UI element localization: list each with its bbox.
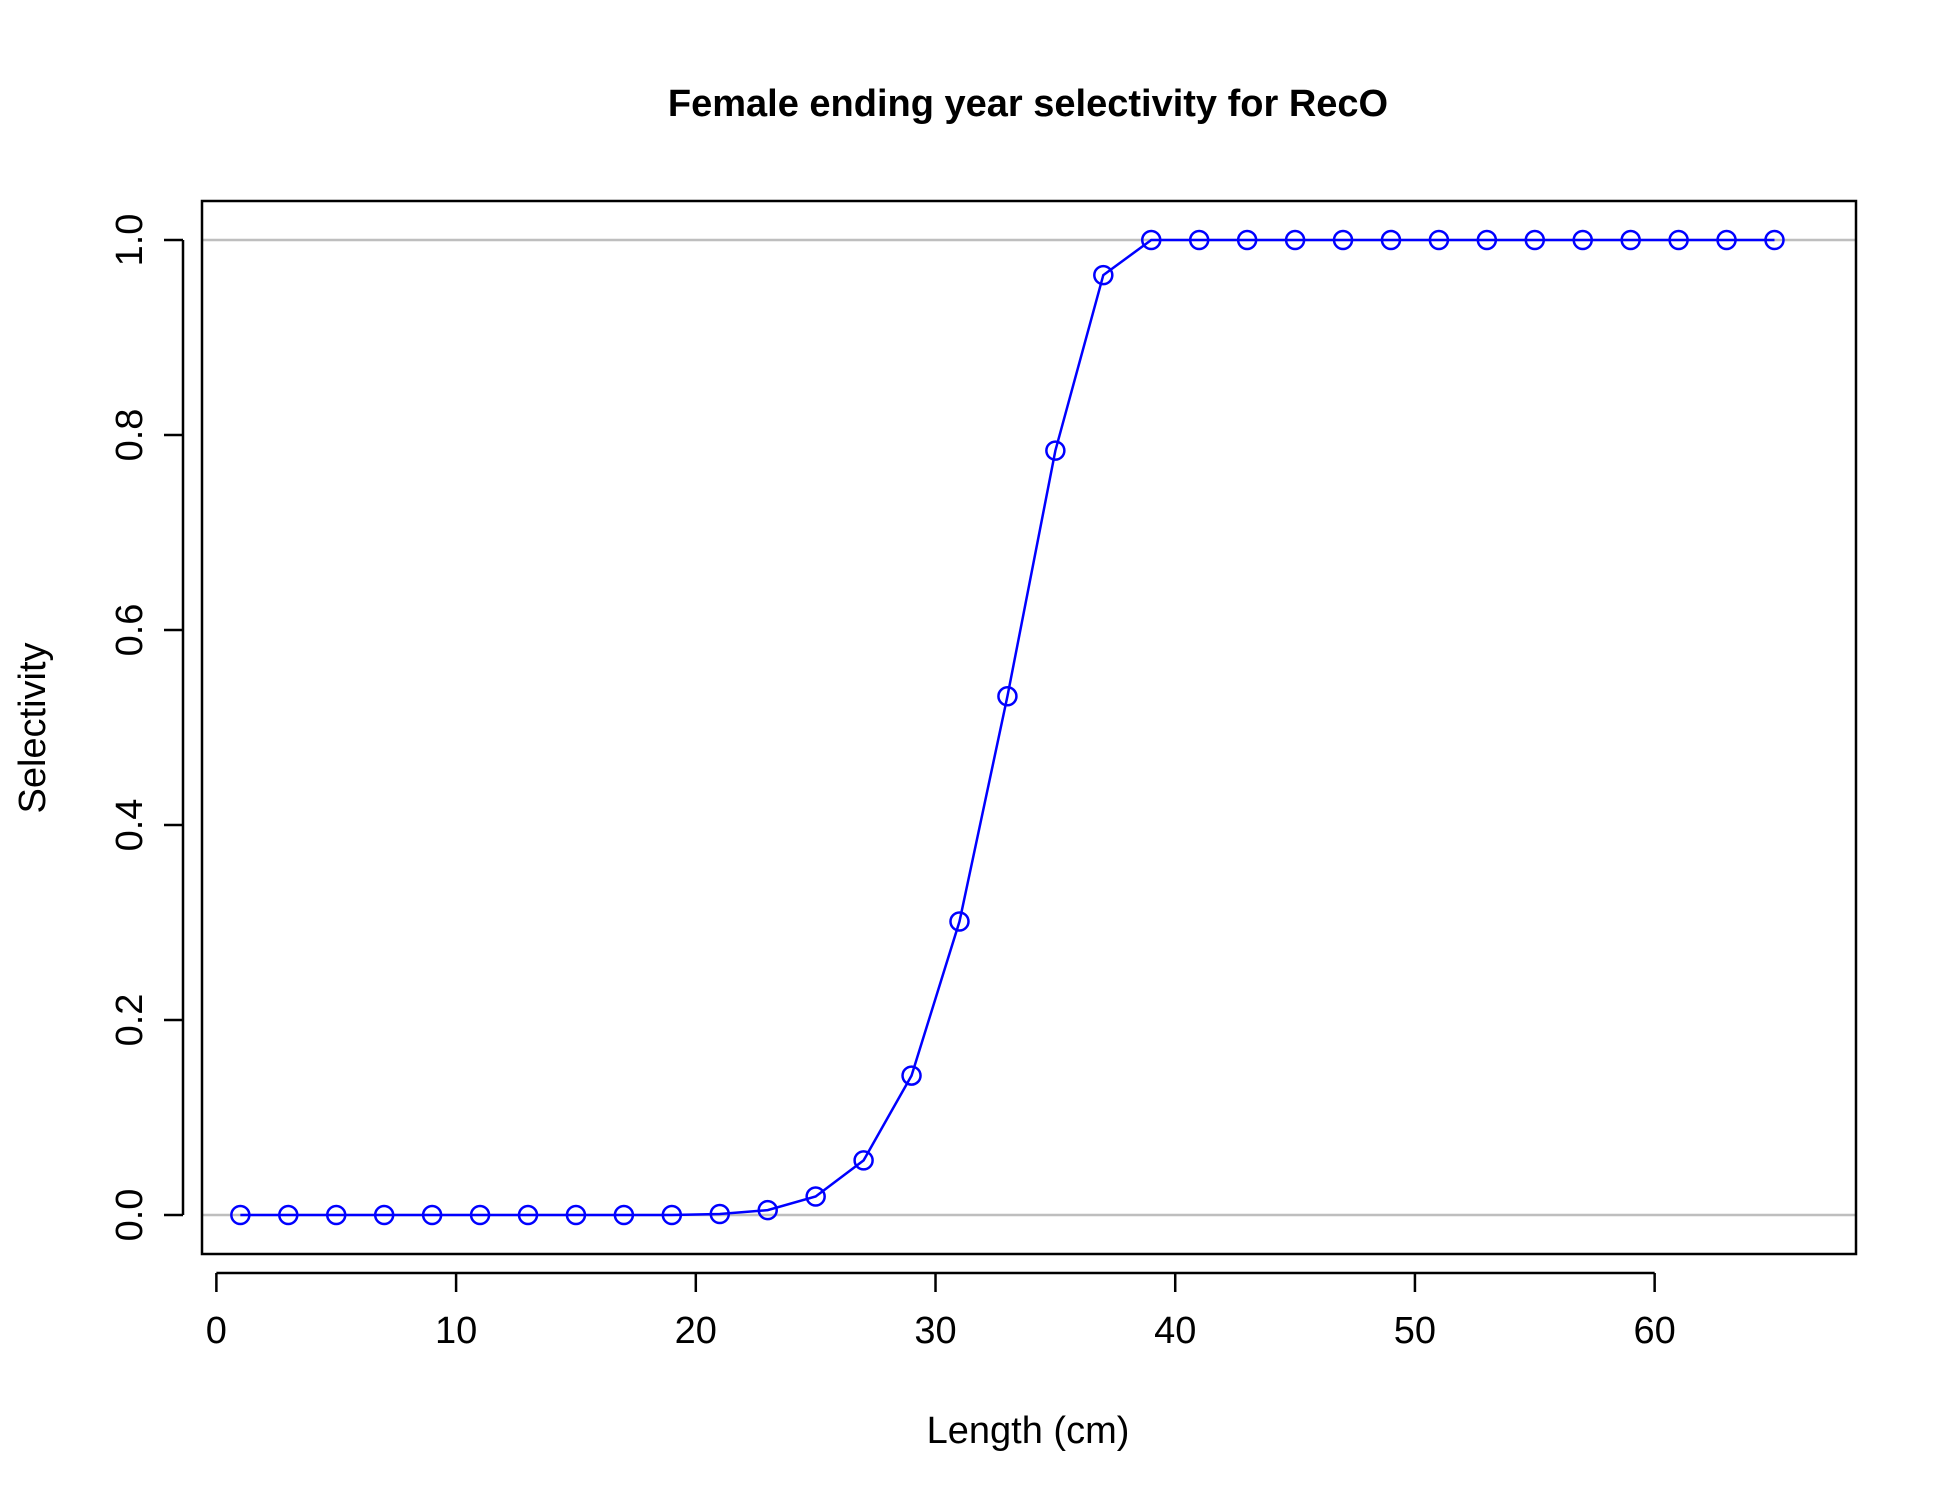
data-point (757, 1199, 778, 1221)
data-point (1093, 264, 1114, 286)
data-point (1524, 229, 1546, 251)
data-point (517, 1204, 539, 1226)
data-point (1236, 229, 1258, 251)
plot-frame (200, 199, 1858, 1256)
data-point (997, 686, 1018, 707)
data-point (949, 911, 970, 932)
y-axis-label: Selectivity (12, 642, 54, 813)
reference-lines (202, 238, 1856, 1217)
data-point (1668, 229, 1689, 251)
y-axis: 0.0 0.2 0.4 0.6 0.8 1.0 (109, 214, 185, 1242)
x-axis-label: Length (cm) (927, 1410, 1130, 1452)
data-point (1428, 229, 1450, 251)
data-point (1716, 229, 1737, 251)
chart-title: Female ending year selectivity for RecO (668, 83, 1388, 125)
data-point (421, 1204, 443, 1226)
series-line (240, 238, 1775, 1217)
data-point (1764, 229, 1785, 251)
data-point (325, 1204, 347, 1226)
x-tick-label: 10 (435, 1310, 477, 1352)
data-point (1380, 229, 1402, 251)
data-point (805, 1186, 826, 1207)
y-tick-label: 0.4 (109, 799, 151, 852)
x-tick-label: 50 (1394, 1310, 1436, 1352)
data-point (1045, 440, 1066, 461)
data-point (853, 1150, 874, 1171)
data-point (661, 1204, 683, 1226)
x-tick-label: 60 (1634, 1310, 1676, 1352)
data-point (1476, 229, 1498, 251)
data-point (565, 1204, 587, 1226)
data-point (469, 1204, 491, 1226)
data-point (901, 1065, 922, 1086)
y-tick-label: 0.0 (109, 1189, 151, 1242)
series-layer (230, 229, 1785, 1226)
y-tick-label: 1.0 (109, 214, 151, 267)
data-point (1141, 229, 1162, 251)
x-axis: 0 10 20 30 40 50 60 (206, 1271, 1676, 1352)
data-point (278, 1204, 299, 1226)
x-tick-label: 0 (206, 1310, 227, 1352)
y-tick-label: 0.6 (109, 604, 151, 657)
data-point (1572, 229, 1593, 251)
data-point (1332, 229, 1354, 251)
y-tick-label: 0.8 (109, 409, 151, 462)
x-tick-label: 20 (675, 1310, 717, 1352)
data-point (373, 1204, 395, 1226)
x-tick-label: 30 (914, 1310, 956, 1352)
data-point (709, 1203, 731, 1225)
data-point (1620, 229, 1641, 251)
x-tick-label: 40 (1154, 1310, 1196, 1352)
data-point (613, 1204, 635, 1226)
data-point (230, 1204, 251, 1226)
data-point (1188, 229, 1210, 251)
data-point (1284, 229, 1306, 251)
y-tick-label: 0.2 (109, 994, 151, 1047)
